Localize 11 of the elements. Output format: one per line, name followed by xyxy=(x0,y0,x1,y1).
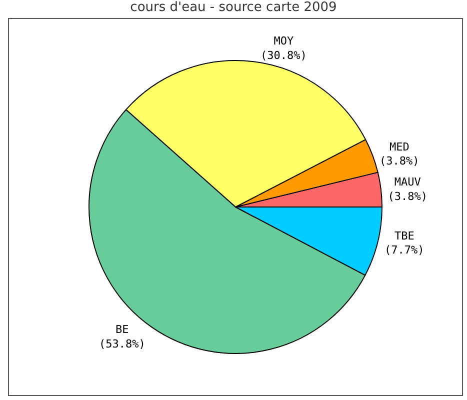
data-label: (7.7%) xyxy=(384,244,424,257)
slice-label: BE xyxy=(116,323,129,336)
slice-label: MOY xyxy=(274,34,294,48)
slice-label: TBE xyxy=(394,229,414,242)
data-label: (3.8%) xyxy=(388,190,428,203)
data-label: (53.8%) xyxy=(98,337,146,350)
slice-label: MED xyxy=(389,140,410,154)
slice-label: MAUV xyxy=(394,176,422,189)
data-label: (3.8%) xyxy=(380,154,420,168)
chart-title: cours d'eau - source carte 2009 xyxy=(129,0,338,15)
data-label: (30.8%) xyxy=(260,48,307,62)
